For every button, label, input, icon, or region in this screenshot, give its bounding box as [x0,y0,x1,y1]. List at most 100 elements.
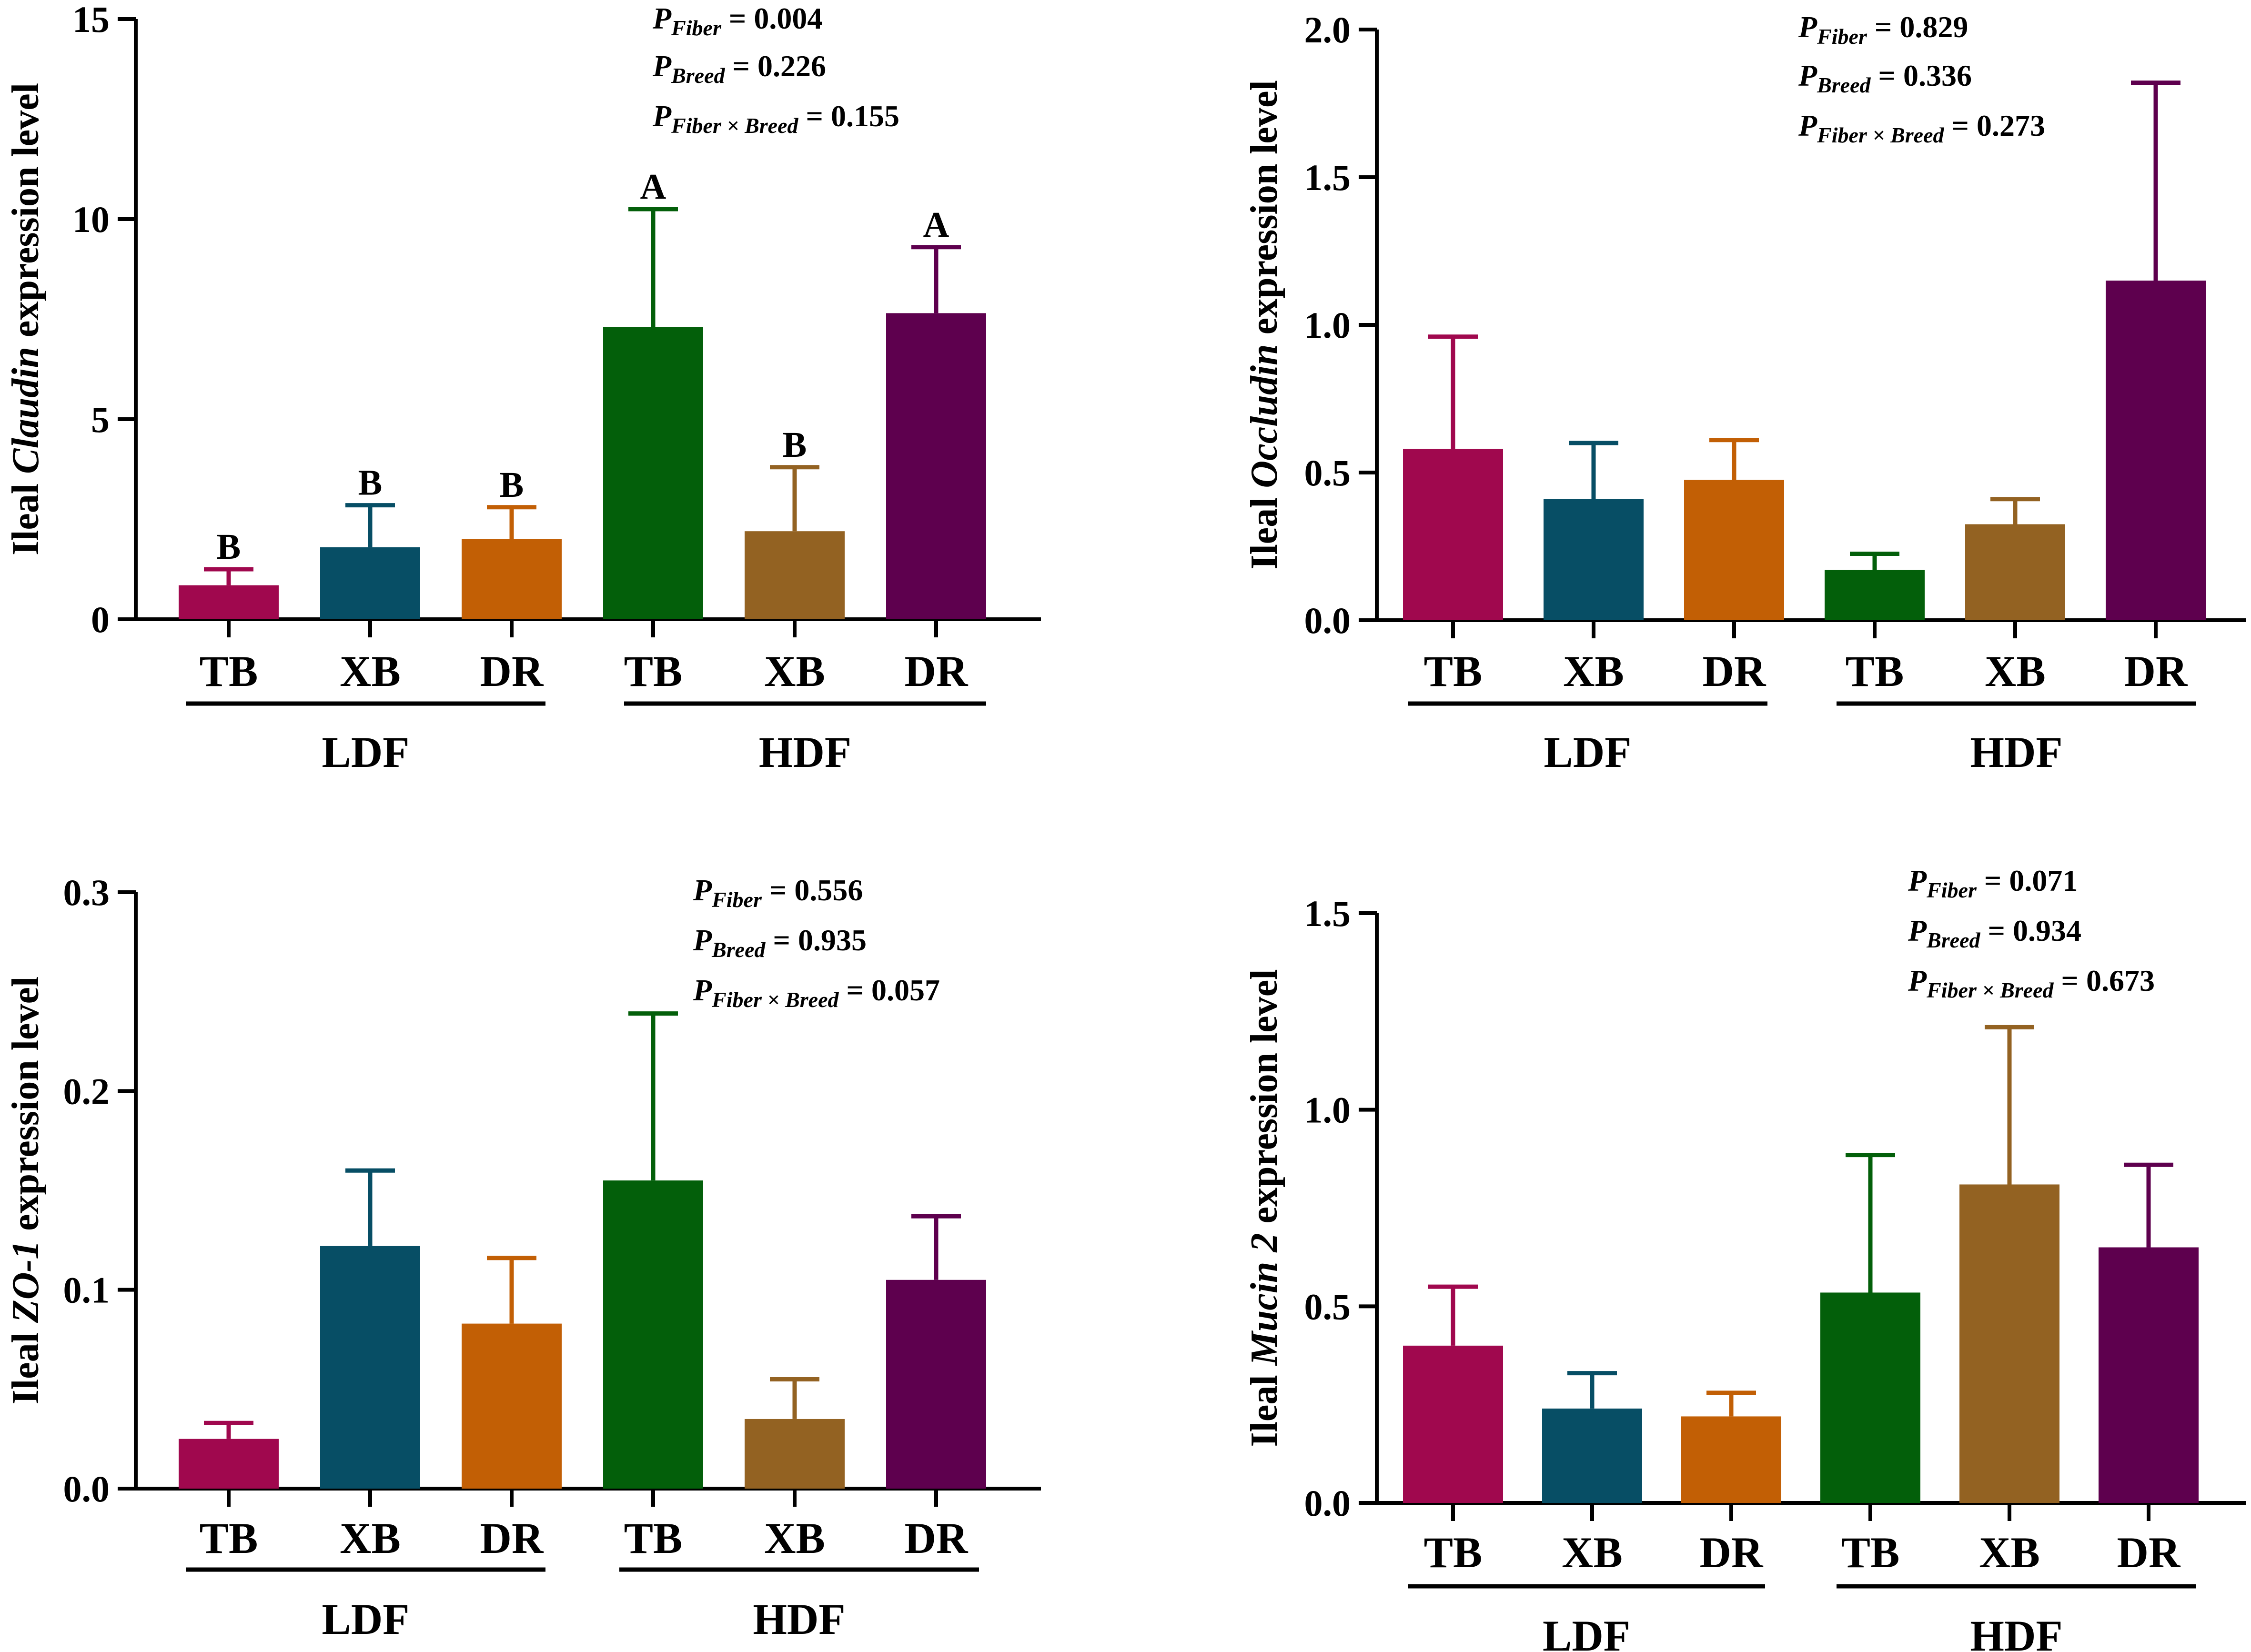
group-label-hdf: HDF [1970,728,2062,776]
p-symbol: P [1798,109,1817,142]
y-tick-label: 10 [72,199,110,240]
p-subscript: Fiber × Breed [671,113,798,138]
y-tick-label: 0.3 [63,872,110,913]
bar-tb-hdf [1820,1292,1920,1503]
y-axis-label-suffix: expression level [1243,969,1285,1233]
significance-letter: B [358,463,383,503]
p-value: = 0.004 [721,1,822,35]
category-label: DR [905,1514,969,1562]
p-value-annotation: PFiber × Breed = 0.273 [1798,109,2045,147]
p-value: = 0.155 [798,99,899,133]
y-tick-label: 0 [91,599,110,640]
bar-xb-hdf [745,531,845,619]
significance-letter: B [783,425,807,465]
significance-letter: B [500,465,524,505]
y-axis-label-gene: Mucin 2 [1243,1233,1285,1367]
p-subscript: Fiber × Breed [1926,978,2054,1002]
group-label-ldf: LDF [1543,1612,1630,1652]
significance-letter: A [640,167,666,207]
y-tick-label: 0.0 [1304,600,1351,641]
p-value: = 0.829 [1867,10,1968,44]
bar-dr-ldf [1684,480,1784,620]
y-axis-label-prefix: Ileal [1243,1365,1285,1447]
p-subscript: Fiber [711,887,762,912]
p-subscript: Breed [711,937,766,962]
category-label: XB [1562,1528,1623,1577]
category-label: XB [1979,1528,2040,1577]
category-label: DR [905,647,969,695]
y-axis-label: Ileal ZO-1 expression level [5,977,47,1404]
p-value-annotation: PFiber = 0.071 [1908,864,2078,902]
y-tick-label: 0.5 [1304,1286,1351,1327]
p-value-annotation: PFiber × Breed = 0.057 [693,973,940,1012]
bar-xb-ldf [1544,499,1644,620]
bar-tb-ldf [1403,449,1503,620]
y-axis-label: Ileal Mucin 2 expression level [1243,969,1285,1447]
bar-xb-ldf [320,547,420,619]
bar-dr-hdf [2099,1247,2199,1503]
y-axis-label-gene: Occludin [1243,344,1285,488]
group-label-hdf: HDF [753,1595,845,1643]
p-value-annotation: PBreed = 0.934 [1908,914,2081,952]
p-symbol: P [693,973,712,1007]
y-tick-label: 0.1 [63,1269,110,1311]
bar-dr-hdf [2106,281,2206,620]
y-axis-label: Ileal Claudin expression level [5,83,47,555]
category-label: XB [340,647,401,695]
bar-dr-hdf [886,313,986,619]
y-tick-label: 2.0 [1304,9,1351,50]
p-value-annotation: PFiber = 0.829 [1798,10,1968,49]
p-value: = 0.673 [2054,964,2155,997]
category-label: TB [624,1514,683,1562]
p-symbol: P [1908,914,1927,947]
category-label: TB [624,647,683,695]
bar-dr-hdf [886,1279,986,1489]
category-label: DR [480,1514,544,1562]
group-label-ldf: LDF [1544,728,1632,776]
category-label: TB [1424,1528,1483,1577]
y-tick-label: 0.0 [1304,1482,1351,1524]
p-subscript: Breed [1817,73,1871,97]
category-label: XB [764,1514,825,1562]
y-axis-label-suffix: expression level [5,977,47,1240]
category-label: XB [340,1514,401,1562]
p-subscript: Breed [1926,928,1980,952]
significance-letter: B [217,527,241,567]
p-symbol: P [652,49,672,83]
y-tick-label: 0.2 [63,1070,110,1112]
bar-dr-ldf [1681,1416,1781,1503]
category-label: TB [1424,647,1483,695]
y-axis-label-prefix: Ileal [5,474,47,555]
bar-dr-ldf [462,1323,562,1489]
chart-panel-zo1: 0.0 0.1 0.2 0.3 TB XB DR TB XB DR LDF HDF Ileal ZO-1… [5,872,1041,1643]
y-axis-label-prefix: Ileal [1243,488,1285,570]
p-symbol: P [1798,10,1817,44]
category-label: TB [200,1514,258,1562]
p-symbol: P [1908,864,1927,897]
category-label: TB [200,647,258,695]
p-value-annotation: PBreed = 0.226 [652,49,826,88]
bar-tb-ldf [1403,1345,1503,1503]
bar-tb-ldf [179,1439,279,1489]
y-tick-label: 1.5 [1304,893,1351,934]
p-value: = 0.935 [766,923,867,957]
p-value-annotation: PBreed = 0.935 [693,923,867,962]
category-label: DR [2124,647,2188,695]
chart-panel-claudin: 0 5 10 15 TB B XB B DR B TB A XB B DR A LDF HDF Ileal Clau… [5,0,1041,776]
bar-xb-hdf [1959,1184,2059,1503]
bar-xb-ldf [1542,1408,1642,1503]
p-subscript: Fiber [1817,24,1867,49]
y-tick-label: 1.0 [1304,1089,1351,1131]
p-value: = 0.273 [1944,109,2045,142]
y-axis-label-prefix: Ileal [5,1323,47,1404]
bar-xb-ldf [320,1246,420,1489]
y-tick-label: 0.5 [1304,452,1351,494]
group-label-ldf: LDF [322,1595,410,1643]
category-label: XB [1985,647,2046,695]
bar-tb-ldf [179,585,279,619]
y-axis-label-suffix: expression level [1243,80,1285,344]
p-value-annotation: PBreed = 0.336 [1798,59,1972,97]
p-value-annotation: PFiber = 0.556 [693,873,863,912]
bar-tb-hdf [603,1180,703,1489]
y-tick-label: 5 [91,399,110,440]
